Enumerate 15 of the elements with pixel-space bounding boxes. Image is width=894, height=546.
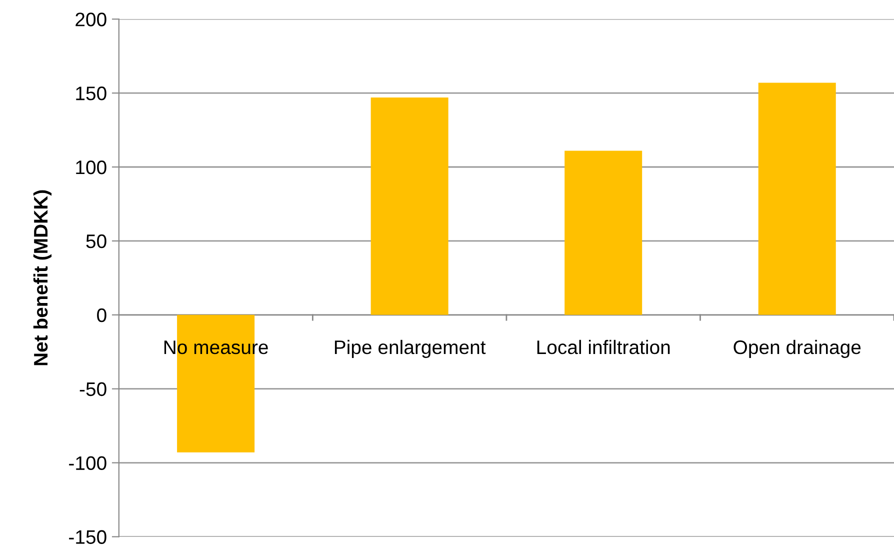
y-tick-label: 50 [86, 234, 106, 248]
x-tick-label: Open drainage [734, 340, 861, 358]
y-tick-label: -50 [80, 382, 106, 396]
bar [758, 82, 836, 315]
y-tick-label: 200 [76, 12, 106, 26]
x-tick-label: Local infiltration [537, 340, 670, 354]
x-tick-label: Pipe enlargement [334, 340, 486, 358]
y-tick-label: 100 [76, 160, 106, 174]
y-tick-label: 150 [76, 86, 106, 100]
bar [370, 97, 448, 315]
bar [564, 150, 642, 315]
y-tick-label: 0 [97, 308, 106, 322]
y-tick-label: -150 [69, 530, 106, 544]
y-tick-label: -100 [69, 456, 106, 470]
y-axis-title: Net benefit (MDKK) [33, 190, 52, 366]
